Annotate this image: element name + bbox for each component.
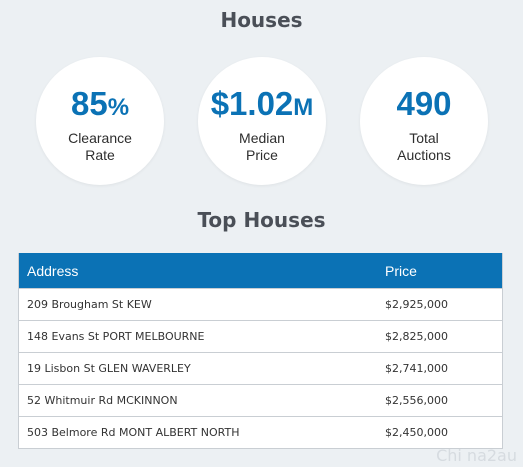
median-price-label: Median Price (239, 130, 285, 163)
section-title-houses: Houses (220, 8, 303, 32)
address-cell: 503 Belmore Rd MONT ALBERT NORTH (18, 416, 377, 449)
column-header-price: Price (377, 253, 503, 289)
table-header-row: Address Price (18, 253, 503, 289)
median-price-value: $1.02M (210, 85, 314, 122)
clearance-rate-value: 85% (70, 85, 130, 122)
address-cell: 209 Brougham St KEW (18, 288, 377, 321)
table-row: 19 Lisbon St GLEN WAVERLEY $2,741,000 (18, 352, 503, 385)
column-header-address: Address (18, 253, 377, 289)
watermark: Chi na2au (436, 446, 517, 465)
clearance-rate-label: Clearance Rate (68, 130, 132, 163)
price-cell: $2,450,000 (377, 416, 503, 449)
top-houses-table: Address Price 209 Brougham St KEW $2,925… (18, 253, 503, 449)
price-cell: $2,925,000 (377, 288, 503, 321)
address-cell: 19 Lisbon St GLEN WAVERLEY (18, 352, 377, 385)
clearance-rate-stat: 85% Clearance Rate (36, 57, 164, 185)
median-price-stat: $1.02M Median Price (198, 57, 326, 185)
address-cell: 52 Whitmuir Rd MCKINNON (18, 384, 377, 417)
total-auctions-value: 490 (396, 85, 452, 122)
table-row: 148 Evans St PORT MELBOURNE $2,825,000 (18, 320, 503, 353)
address-cell: 148 Evans St PORT MELBOURNE (18, 320, 377, 353)
price-cell: $2,741,000 (377, 352, 503, 385)
price-cell: $2,556,000 (377, 384, 503, 417)
total-auctions-stat: 490 Total Auctions (360, 57, 488, 185)
price-cell: $2,825,000 (377, 320, 503, 353)
total-auctions-label: Total Auctions (397, 130, 451, 163)
section-title-top-houses: Top Houses (197, 208, 326, 232)
table-row: 209 Brougham St KEW $2,925,000 (18, 288, 503, 321)
table-row: 503 Belmore Rd MONT ALBERT NORTH $2,450,… (18, 416, 503, 449)
table-row: 52 Whitmuir Rd MCKINNON $2,556,000 (18, 384, 503, 417)
